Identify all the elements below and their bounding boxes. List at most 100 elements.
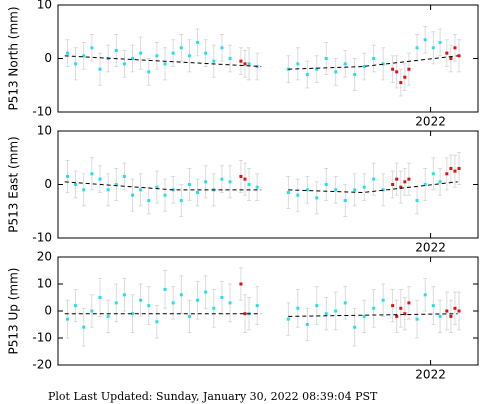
point (131, 193, 135, 197)
point (453, 46, 457, 50)
point (407, 301, 411, 305)
x-tick-label: 2022 (415, 368, 446, 382)
point (228, 180, 232, 184)
point (122, 174, 126, 178)
point (403, 180, 407, 184)
point (74, 62, 78, 66)
point (399, 81, 403, 85)
point (90, 309, 94, 313)
point (391, 67, 395, 71)
point (243, 62, 247, 66)
y-tick-label: 0 (44, 177, 52, 191)
point (196, 40, 200, 44)
point (243, 312, 247, 316)
point (362, 65, 366, 69)
point (114, 301, 118, 305)
point (82, 54, 86, 58)
point (114, 48, 118, 52)
point (286, 317, 290, 321)
footer: Plot Last Updated: Sunday, January 30, 2… (48, 390, 378, 403)
point (423, 183, 427, 186)
point (147, 304, 151, 308)
point (353, 188, 357, 192)
point (82, 325, 86, 329)
point (457, 309, 461, 313)
point (179, 293, 183, 297)
point (204, 51, 208, 55)
point (449, 57, 453, 60)
point (98, 177, 102, 181)
point (453, 169, 457, 173)
x-tick-label: 2022 (415, 115, 446, 129)
point (296, 193, 300, 197)
point (187, 54, 191, 58)
point (334, 188, 338, 192)
point (114, 183, 118, 186)
trend-line (64, 55, 458, 70)
point (74, 183, 78, 186)
point (98, 67, 102, 71)
point (98, 296, 102, 299)
point (147, 199, 151, 203)
point (305, 188, 309, 192)
point (155, 320, 159, 324)
y-tick-label: 10 (37, 277, 52, 291)
point (179, 46, 183, 50)
point (247, 62, 251, 66)
point (415, 199, 419, 203)
point (131, 57, 135, 60)
point (438, 314, 442, 318)
point (431, 172, 435, 176)
y-axis-label: P513 Up (mm) (7, 268, 21, 355)
point (179, 199, 183, 203)
plot-frame (57, 130, 479, 239)
point (324, 312, 328, 316)
point (163, 193, 167, 197)
point (391, 183, 395, 186)
point (106, 188, 110, 192)
point (155, 54, 159, 58)
point (431, 46, 435, 50)
point (228, 301, 232, 305)
point (163, 287, 167, 291)
y-tick-label: -10 (32, 231, 52, 245)
point (147, 70, 151, 74)
y-tick-label: 0 (44, 304, 52, 318)
point (239, 282, 243, 286)
point (155, 185, 159, 189)
y-axis-label: P513 North (mm) (7, 6, 21, 110)
y-tick-label: -20 (32, 358, 52, 372)
point (82, 188, 86, 192)
point (324, 57, 328, 60)
point (65, 51, 69, 55)
point (395, 314, 399, 318)
point (457, 166, 461, 170)
point (204, 180, 208, 184)
point (438, 180, 442, 184)
point (343, 199, 347, 203)
y-tick-label: 10 (37, 0, 52, 12)
point (334, 70, 338, 74)
point (187, 183, 191, 186)
point (247, 183, 251, 186)
point (407, 177, 411, 181)
point (353, 73, 357, 77)
point (196, 298, 200, 302)
point (453, 306, 457, 310)
point (65, 317, 69, 321)
point (106, 314, 110, 318)
point (255, 304, 259, 308)
point (139, 51, 143, 55)
y-axis-label: P513 East (mm) (7, 136, 21, 232)
point (381, 62, 385, 66)
y-tick-label: 20 (37, 250, 52, 264)
point (403, 75, 407, 79)
y-tick-label: 0 (44, 51, 52, 65)
point (228, 57, 232, 60)
point (343, 301, 347, 305)
point (431, 304, 435, 308)
point (449, 314, 453, 318)
point (391, 304, 395, 308)
